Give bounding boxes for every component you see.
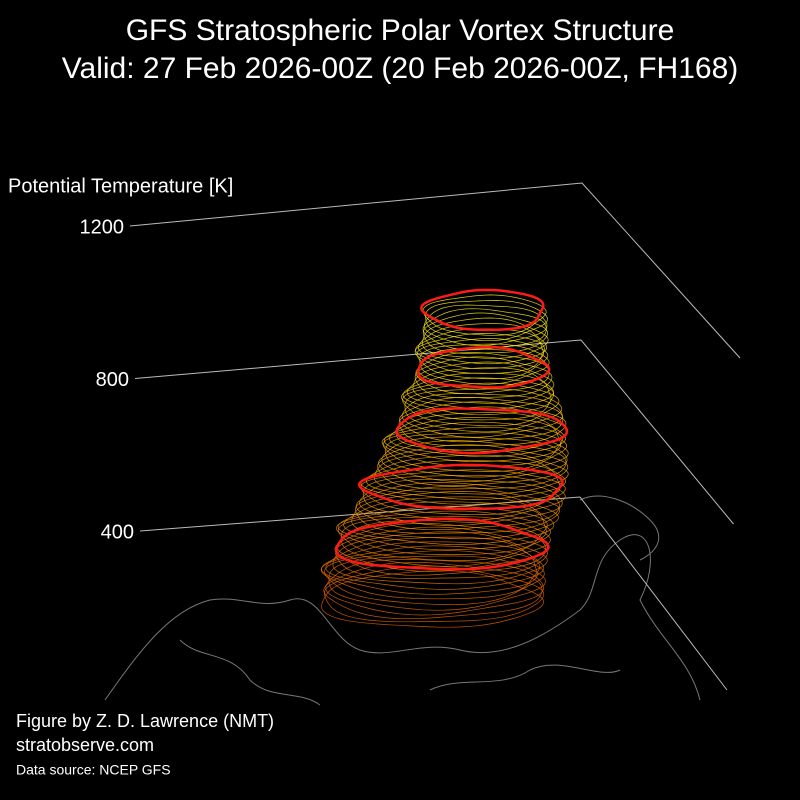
grid-line [134,339,734,525]
isentrope-contour [351,491,559,540]
z-tick-label: 1200 [80,216,125,238]
coastline [579,495,660,561]
source: Data source: NCEP GFS [16,762,171,778]
isentrope-contour [383,417,562,462]
grid-line [139,496,728,691]
isentrope-contour [422,308,547,351]
vortex-edge-ring [420,288,545,332]
isentrope-contour [343,496,555,545]
coastline [429,664,621,691]
vortex-edge-ring [357,463,564,511]
coastline [104,534,701,701]
z-tick-label: 800 [96,369,129,391]
isentrope-contour [321,570,544,628]
isentrope-contour [320,545,541,600]
isentrope-contour [414,333,545,374]
isentrope-contour [381,421,563,467]
isentrope-contour [332,531,548,585]
credit: Figure by Z. D. Lawrence (NMT) [16,711,274,731]
isentrope-contour [415,328,544,370]
isentrope-contour [373,449,569,495]
grid-line [129,182,741,359]
isentrope-contour [404,388,563,433]
isentrope-contour [417,323,548,365]
chart-subtitle: Valid: 27 Feb 2026-00Z (20 Feb 2026-00Z,… [62,52,739,85]
isentrope-contour [385,432,569,478]
vortex [320,288,569,628]
isentrope-contour [325,536,545,590]
chart-title: GFS Stratospheric Polar Vortex Structure [126,14,675,47]
isentrope-contour [337,501,547,551]
coastline [179,639,321,706]
isentrope-contour [328,555,546,611]
isentrope-contour [378,440,567,487]
isentrope-contour [400,377,555,421]
isentrope-contour [401,393,563,438]
isentrope-contour [381,436,568,483]
isentrope-contour [335,526,548,579]
z-axis-label: Potential Temperature [K] [8,175,233,197]
isentrope-contour [321,541,538,595]
isentrope-contour [389,412,566,458]
coastlines [104,495,701,706]
isentrope-contour [423,304,548,346]
isentrope-contour [354,486,561,534]
website: stratobserve.com [16,735,154,755]
isentrope-contour [416,338,549,380]
vortex-edge-ring [416,345,551,389]
isentrope-contour [334,523,547,576]
vortex-edge-ring [395,407,569,455]
isentrope-contour [324,565,545,623]
vortex-edge-ring [335,517,550,571]
isentrope-contour [422,294,547,336]
isentrope-contour [425,300,548,342]
isentrope-contour [399,396,564,443]
isentrope-contour [422,317,549,359]
isentrope-contour [406,367,554,410]
isentrope-contour [360,469,566,516]
z-tick-label: 400 [101,521,134,543]
